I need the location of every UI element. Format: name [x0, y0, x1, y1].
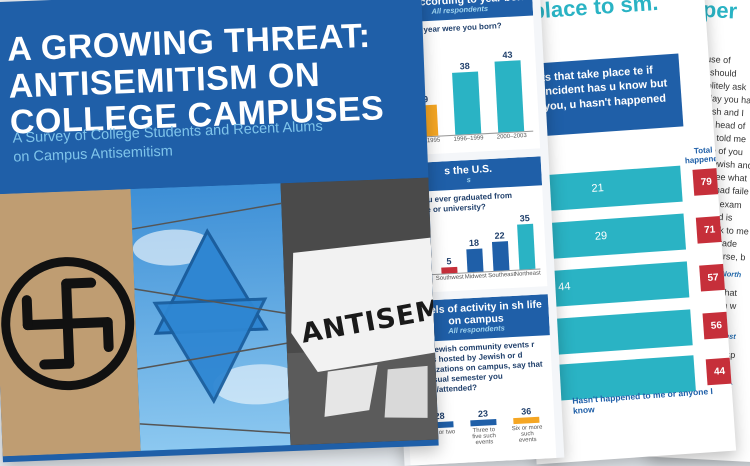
chart-bar [517, 223, 536, 270]
chart-bar [494, 60, 525, 133]
bar-value-label: 22 [494, 230, 505, 242]
category-tick-label: 1996–1999 [453, 135, 484, 143]
report-cover: A GROWING THREAT: ANTISEMITISM ON COLLEG… [0, 0, 439, 463]
row-value: 44 [557, 280, 571, 294]
bar-value-label: 38 [459, 60, 470, 72]
row-value: 21 [591, 182, 605, 195]
bar-value-label: 5 [446, 255, 452, 266]
broken-antisemitism-sign-image: ANTISEMITISM [280, 177, 439, 446]
total-badge: 44 [705, 357, 734, 386]
bar-value-label: 35 [519, 212, 530, 223]
broken-sign-icon [280, 177, 439, 446]
category-tick-label: Northeast [514, 270, 541, 278]
total-badge: 57 [699, 263, 727, 292]
chart-bar [513, 416, 540, 425]
bar-value-label: 43 [502, 50, 513, 61]
swastika-graffiti-icon [0, 189, 141, 457]
chart-bar [470, 418, 497, 427]
category-tick-label: 2000–2003 [496, 133, 527, 141]
chart-bar [441, 266, 458, 274]
category-tick-label: Three to five such events [472, 427, 497, 447]
swastika-graffiti-image [0, 189, 141, 457]
total-badge: 79 [692, 168, 721, 196]
row-value: 29 [594, 229, 608, 243]
category-tick-label: Six or more such events [511, 424, 543, 444]
star-of-david-image [130, 183, 291, 451]
total-badge: 71 [695, 215, 724, 244]
star-of-david-icon [130, 183, 291, 451]
bar-value-label: 36 [520, 406, 532, 417]
bar-value-label: 23 [477, 408, 489, 419]
bar-value-label: 18 [468, 237, 480, 248]
chart-bar [466, 248, 484, 273]
total-badge: 56 [702, 311, 731, 340]
chart-bar [452, 71, 482, 135]
chart-bar [491, 241, 510, 271]
